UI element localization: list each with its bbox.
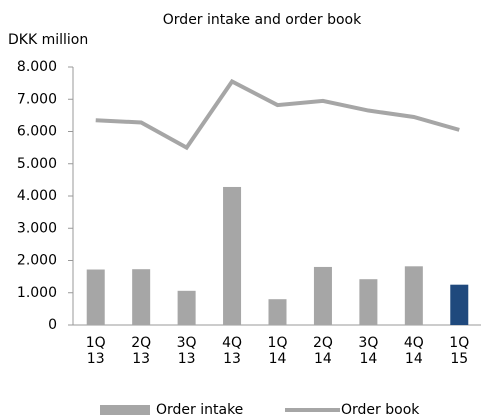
chart-title: Order intake and order book bbox=[163, 12, 362, 28]
y-tick-label: 3.000 bbox=[17, 220, 57, 236]
x-tick-label: 4Q 13 bbox=[222, 335, 243, 367]
legend-label: Order intake bbox=[156, 402, 243, 418]
line bbox=[95, 78, 460, 151]
bar bbox=[359, 279, 378, 325]
x-tick-label: 3Q 13 bbox=[176, 335, 197, 367]
legend-swatch bbox=[100, 405, 150, 415]
y-tick-label: 4.000 bbox=[17, 188, 57, 204]
bar bbox=[313, 266, 332, 325]
y-tick-label: 8.000 bbox=[17, 59, 57, 75]
y-tick-label: 2.000 bbox=[17, 253, 57, 269]
bar bbox=[177, 290, 196, 325]
legend-label: Order book bbox=[341, 402, 420, 418]
y-axis-label: DKK million bbox=[8, 32, 88, 48]
bar bbox=[404, 266, 423, 325]
x-tick-label: 2Q 14 bbox=[312, 335, 333, 367]
x-tick-label: 1Q 15 bbox=[449, 335, 470, 367]
x-tick-label: 1Q 13 bbox=[85, 335, 106, 367]
bar bbox=[86, 269, 105, 325]
y-tick-label: 1.000 bbox=[17, 285, 57, 301]
bar bbox=[268, 299, 287, 325]
y-tick-label: 5.000 bbox=[17, 156, 57, 172]
x-tick-label: 3Q 14 bbox=[358, 335, 379, 367]
bar bbox=[223, 186, 242, 325]
y-tick-label: 7.000 bbox=[17, 91, 57, 107]
bar bbox=[450, 284, 469, 325]
x-tick-label: 2Q 13 bbox=[131, 335, 152, 367]
x-tick-label: 1Q 14 bbox=[267, 335, 288, 367]
y-tick-label: 6.000 bbox=[17, 124, 57, 140]
y-tick-label: 0 bbox=[48, 317, 57, 333]
x-tick-label: 4Q 14 bbox=[403, 335, 424, 367]
bar bbox=[132, 269, 151, 325]
